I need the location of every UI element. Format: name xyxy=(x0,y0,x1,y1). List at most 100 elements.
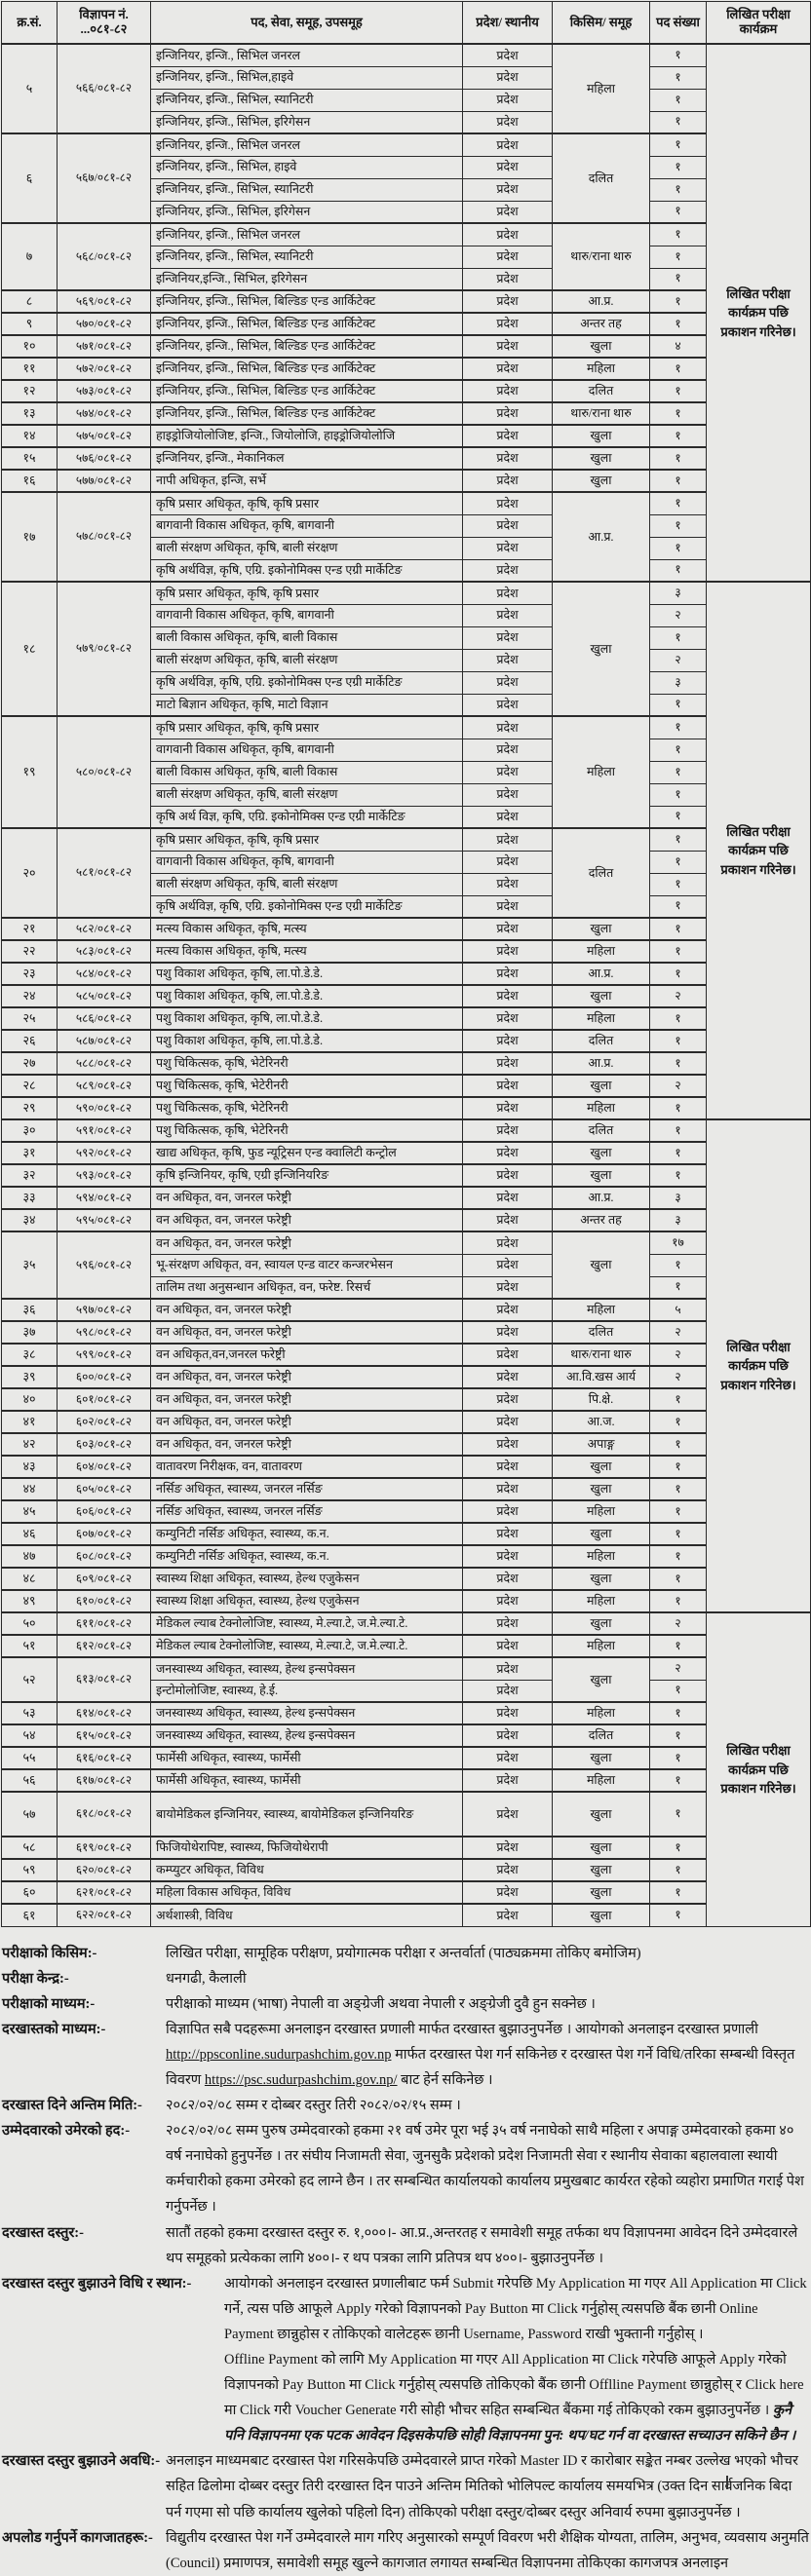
quota-type-cell: आ.प्र. xyxy=(552,289,650,314)
region-cell: प्रदेश xyxy=(462,200,553,224)
quota-type-cell: महिला xyxy=(552,939,650,964)
post-count-cell: १ xyxy=(649,693,707,717)
serial-number-cell: ९ xyxy=(1,312,58,336)
url-link[interactable]: https://psc.sudurpashchim.gov.np/ xyxy=(204,2071,398,2088)
region-cell: प्रदेश xyxy=(462,984,553,1008)
footer-paragraph: आयोगको अनलाइन दरखास्त प्रणालीबाट फर्म Su… xyxy=(224,2271,809,2347)
quota-type-cell: महिला xyxy=(552,1544,650,1569)
post-name-cell: कम्युनिटी नर्सिङ अधिकृत, स्वास्थ्य, क.न. xyxy=(150,1544,463,1569)
table-row: कृषि अर्थ विज्ञ, कृषि, एग्रि. इकोनोमिक्स… xyxy=(2,805,811,829)
serial-number-cell: २२ xyxy=(1,939,58,964)
footer-paragraph: लिखित परीक्षा, सामूहिक परीक्षण, प्रयोगात… xyxy=(166,1941,809,1966)
region-cell: प्रदेश xyxy=(462,222,553,246)
region-cell: प्रदेश xyxy=(462,1320,553,1345)
post-name-cell: स्वास्थ्य शिक्षा अधिकृत, स्वास्थ्य, हेल्… xyxy=(150,1589,463,1613)
region-cell: प्रदेश xyxy=(462,1544,553,1569)
advertisement-number-cell: ५८७/०८१-८२ xyxy=(57,1029,151,1053)
quota-type-cell: खुला xyxy=(552,1836,650,1860)
quota-type-cell: खुला xyxy=(552,1477,650,1501)
footer-text: विज्ञापित सबै पदहरूमा अनलाइन दरखास्त प्र… xyxy=(166,2021,758,2037)
region-cell: प्रदेश xyxy=(462,738,553,762)
footer-item-body: २०८२/०२/०८ सम्म र दोब्बर दस्तुर तिरी २०८… xyxy=(166,2093,809,2118)
post-count-cell: १ xyxy=(649,805,707,829)
post-name-cell: इन्जिनियर, इन्जि., मेकानिकल xyxy=(150,446,463,471)
quota-type-cell: आ.प्र. xyxy=(552,1186,650,1210)
region-cell: प्रदेश xyxy=(462,1589,553,1613)
region-cell: प्रदेश xyxy=(462,469,553,493)
post-count-cell: १ xyxy=(649,1746,707,1770)
region-cell: प्रदेश xyxy=(462,1522,553,1546)
footer-text: बाट हेर्न सकिनेछ । xyxy=(397,2071,493,2088)
post-count-cell: १ xyxy=(649,1006,707,1031)
region-cell: प्रदेश xyxy=(462,513,553,538)
serial-number-cell: ११ xyxy=(1,357,58,381)
region-cell: प्रदेश xyxy=(462,760,553,784)
advertisement-number-cell: ६११/०८१-८२ xyxy=(57,1611,151,1636)
table-row: १० ५७१/०८१-८२ इन्जिनियर, इन्जि., सिभिल, बि… xyxy=(1,334,811,359)
table-row: १७ ५७८/०८१-८२ कृषि प्रसार अधिकृत, कृषि, कृ… xyxy=(1,491,811,583)
footer-text: धनगढी, कैलाली xyxy=(166,1970,247,1987)
region-cell: प्रदेश xyxy=(462,1074,553,1098)
post-count-cell: १ xyxy=(649,1029,707,1053)
table-row: ५३ ६१४/०८१-८२ जनस्वास्थ्य अधिकृत, स्वास्थ्… xyxy=(1,1701,811,1725)
post-count-cell: ३ xyxy=(649,1208,707,1232)
footer-text: कुनै पनि विज्ञापनमा एक पटक आवेदन दिइसकेप… xyxy=(224,2403,796,2444)
table-row: बाली संरक्षण अधिकृत, कृषि, बाली संरक्षण प… xyxy=(2,648,811,672)
post-name-cell: इन्जिनियर, इन्जि., सिभिल, बिल्डिङ एन्ड आ… xyxy=(150,401,463,426)
post-name-cell: माटो बिज्ञान अधिकृत, कृषि, माटो विज्ञान xyxy=(150,693,463,717)
post-name-cell: वन अधिकृत, वन, जनरल फरेष्ट्री xyxy=(150,1387,463,1412)
post-name-cell: पशु चिकित्सक, कृषि, भेटेरिनरी xyxy=(150,1051,463,1076)
advertisement-number-cell: ६०८/०८१-८२ xyxy=(57,1544,151,1569)
serial-number-cell: ३१ xyxy=(1,1141,58,1165)
advertisement-number-cell: ६०९/०८१-८२ xyxy=(57,1567,151,1591)
region-cell: प्रदेश xyxy=(462,65,553,90)
post-name-cell: इन्जिनियर, इन्जि., सिभिल, बिल्डिङ एन्ड आ… xyxy=(150,289,463,314)
post-count-cell: १ xyxy=(649,1051,707,1076)
serial-number-cell: ३५ xyxy=(1,1231,58,1300)
quota-type-cell: आ.प्र. xyxy=(552,1051,650,1076)
table-row: ३३ ५९४/०८१-८२ वन अधिकृत, वन, जनरल फरेष्ट्र… xyxy=(1,1186,811,1210)
advertisement-number-cell: ५७२/०८१-८२ xyxy=(57,357,151,381)
advertisement-number-cell: ५९५/०८१-८२ xyxy=(57,1208,151,1232)
region-cell: प्रदेश xyxy=(462,872,553,896)
serial-number-cell: १२ xyxy=(1,379,58,403)
advertisement-number-cell: ६१७/०८१-८२ xyxy=(57,1768,151,1793)
post-count-cell: १ xyxy=(649,1522,707,1546)
region-cell: प्रदेश xyxy=(462,1298,553,1322)
table-row: ५० ६११/०८१-८२ मेडिकल ल्याब टेक्नोलोजिष्ट, … xyxy=(1,1611,811,1927)
url-link[interactable]: http://ppsconline.sudurpashchim.gov.np xyxy=(166,2046,392,2063)
table-row: ४५ ६०६/०८१-८२ नर्सिङ अधिकृत, स्वास्थ्य, जन… xyxy=(1,1499,811,1524)
post-count-cell: १ xyxy=(649,1432,707,1457)
post-name-cell: बाली विकास अधिकृत, कृषि, बाली विकास xyxy=(150,625,463,650)
footer-item-body: परीक्षाको माध्यम (भाषा) नेपाली वा अङ्ग्र… xyxy=(166,1991,809,2017)
table-row: २४ ५८५/०८१-८२ पशु विकाश अधिकृत, कृषि, ला.प… xyxy=(1,984,811,1008)
region-cell: प्रदेश xyxy=(462,1231,553,1255)
footer-paragraph: २०८२/०२/०८ सम्म पुरुष उम्मेदवारको हकमा २… xyxy=(166,2118,809,2219)
region-cell: प्रदेश xyxy=(462,1387,553,1412)
footer-text: लिखित परीक्षा, सामूहिक परीक्षण, प्रयोगात… xyxy=(166,1945,641,1961)
table-row: १२ ५७३/०८१-८२ इन्जिनियर, इन्जि., सिभिल, बि… xyxy=(1,379,811,403)
table-row: बाली संरक्षण अधिकृत, कृषि, बाली संरक्षण प… xyxy=(2,536,811,560)
region-cell: प्रदेश xyxy=(462,1611,553,1636)
quota-type-cell: खुला xyxy=(552,1880,650,1905)
serial-number-cell: ४१ xyxy=(1,1410,58,1434)
advertisement-number-cell: ६००/०८१-८२ xyxy=(57,1365,151,1389)
post-name-cell: वातावरण निरीक्षक, वन, वातावरण xyxy=(150,1455,463,1479)
table-row: ५१ ६१२/०८१-८२ मेडिकल ल्याब टेक्नोलोजिष्ट, … xyxy=(1,1634,811,1658)
table-row: इन्जिनियर, इन्जि., सिभिल,हाइवे प्रदेश १ xyxy=(2,65,811,90)
post-name-cell: इन्टोमोलोजिष्ट, स्वास्थ्य, हे.ई. xyxy=(150,1679,463,1703)
table-row: ४६ ६०७/०८१-८२ कम्युनिटी नर्सिङ अधिकृत, स्व… xyxy=(1,1522,811,1546)
quota-type-cell: थारु/राना थारु xyxy=(552,401,650,426)
serial-number-cell: ३३ xyxy=(1,1186,58,1210)
region-cell: प्रदेश xyxy=(462,1118,553,1143)
table-row: ३५ ५९६/०८१-८२ वन अधिकृत, वन, जनरल फरेष्ट्र… xyxy=(1,1231,811,1300)
region-cell: प्रदेश xyxy=(462,245,553,269)
post-count-cell: २ xyxy=(649,1611,707,1636)
post-count-cell: १ xyxy=(649,513,707,538)
post-name-cell: इन्जिनियर, इन्जि., सिभिल, स्यानिटरी xyxy=(150,88,463,112)
footer-paragraph: अनलाइन माध्यमबाट दरखास्त पेश गरिसकेपछि उ… xyxy=(166,2448,809,2524)
quota-type-cell: आ.प्र. xyxy=(552,962,650,986)
post-count-cell: १ xyxy=(649,962,707,986)
advertisement-number-cell: ६२०/०८१-८२ xyxy=(57,1858,151,1882)
region-cell: प्रदेश xyxy=(462,1410,553,1434)
